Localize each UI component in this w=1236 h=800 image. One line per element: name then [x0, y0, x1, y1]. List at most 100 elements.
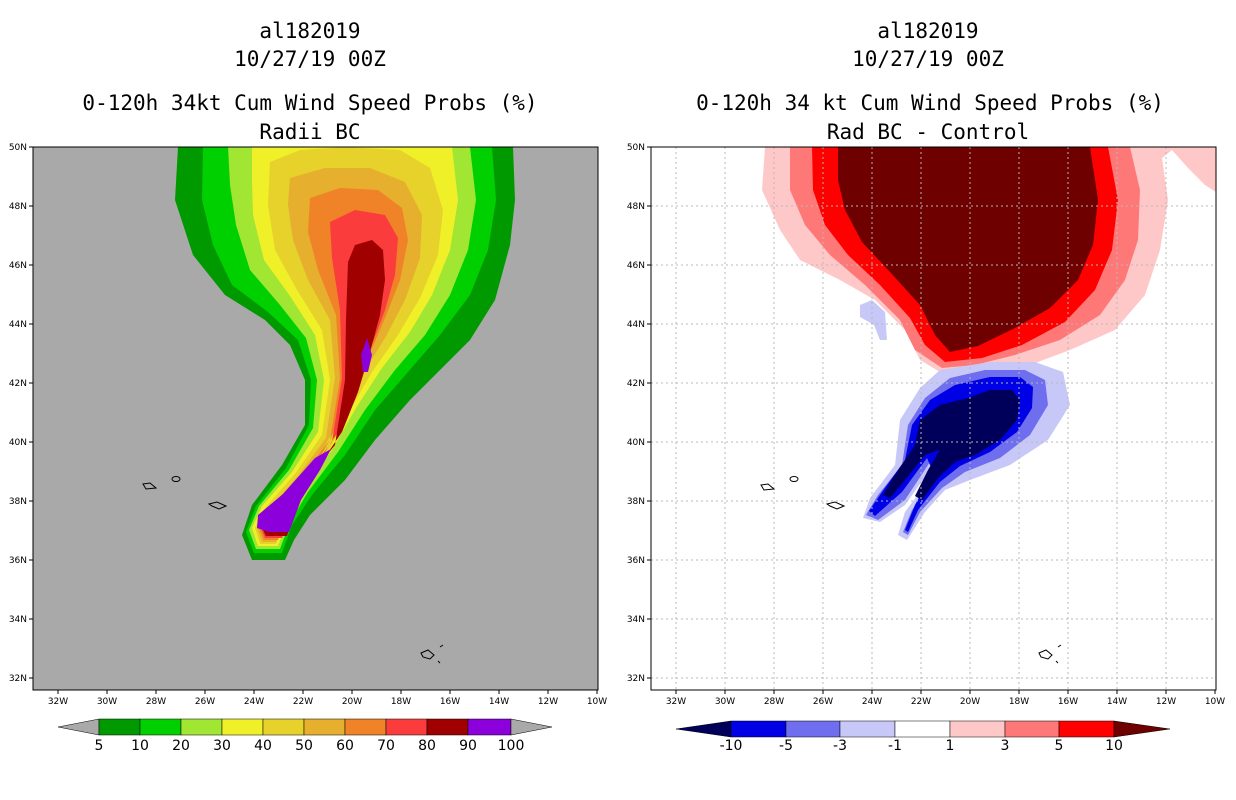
left-datetime: 10/27/19 00Z: [234, 47, 386, 71]
cb-label: 10: [131, 738, 149, 754]
cb-swatch: [894, 720, 951, 738]
right-gridlines: [651, 147, 1216, 690]
lat-tick-label: 46N: [627, 261, 645, 271]
lat-tick-label: 44N: [9, 320, 27, 330]
lat-tick-label: 32N: [627, 674, 645, 684]
cb-swatch: [467, 718, 512, 736]
left-map-title: 0-120h 34kt Cum Wind Speed Probs (%): [82, 91, 538, 115]
lat-tick-label: 50N: [9, 143, 27, 153]
diff-contour-pos-10: [838, 147, 1098, 352]
lat-tick-label: 36N: [9, 556, 27, 566]
cb-under-arrow: [57, 718, 100, 736]
lat-tick-label: 46N: [9, 261, 27, 271]
cb-swatch: [385, 718, 428, 736]
lat-tick-label: 34N: [9, 615, 27, 625]
right-difference-map: [650, 146, 1217, 691]
cb-swatch: [98, 718, 141, 736]
left-map-subtitle: Radii BC: [259, 120, 361, 144]
cb-swatch: [180, 718, 223, 736]
lon-tick-label: 30W: [715, 697, 735, 707]
diff-contour-neg-1-light: [860, 300, 887, 340]
lat-tick-label: 44N: [627, 320, 645, 330]
lon-tick-label: 28W: [764, 697, 784, 707]
cb-label: 5: [95, 738, 104, 754]
cb-swatch: [426, 718, 469, 736]
lat-tick-label: 48N: [627, 202, 645, 212]
cb-swatch: [785, 720, 841, 738]
cb-swatch: [221, 718, 264, 736]
right-datetime: 10/27/19 00Z: [852, 47, 1004, 71]
lat-tick-label: 40N: [9, 438, 27, 448]
lat-tick-label: 32N: [9, 674, 27, 684]
lon-tick-label: 24W: [862, 697, 882, 707]
right-colorbar: -10 -5 -3 -1 1 3 5 10: [675, 720, 1171, 754]
lon-tick-label: 10W: [1205, 697, 1225, 707]
left-coastlines: [142, 476, 444, 664]
right-storm-id: al182019: [877, 19, 979, 43]
lon-tick-label: 26W: [195, 697, 215, 707]
lon-tick-label: 14W: [1107, 697, 1127, 707]
cb-label: 40: [254, 738, 272, 754]
lon-tick-label: 28W: [146, 697, 166, 707]
lat-tick-label: 38N: [627, 497, 645, 507]
lon-tick-label: 16W: [440, 697, 460, 707]
cb-swatch: [262, 718, 305, 736]
cb-label: 80: [418, 738, 436, 754]
cb-over-arrow: [510, 718, 553, 736]
cb-label: -3: [833, 738, 847, 754]
lon-tick-label: 14W: [489, 697, 509, 707]
cb-label: 30: [213, 738, 231, 754]
cb-swatch: [949, 720, 1006, 738]
right-coastlines: [760, 476, 1062, 664]
left-lat-axis: 50N 48N 46N 44N 42N 40N 38N 36N 34N 32N: [9, 143, 33, 684]
lat-tick-label: 50N: [627, 143, 645, 153]
lon-tick-label: 22W: [293, 697, 313, 707]
lon-tick-label: 20W: [960, 697, 980, 707]
lat-tick-label: 42N: [9, 379, 27, 389]
cb-label: 20: [172, 738, 190, 754]
lon-tick-label: 16W: [1058, 697, 1078, 707]
cb-label: -5: [779, 738, 793, 754]
lat-tick-label: 48N: [9, 202, 27, 212]
cb-swatch: [730, 720, 787, 738]
cb-swatch: [303, 718, 346, 736]
lat-tick-label: 42N: [627, 379, 645, 389]
lon-tick-label: 32W: [48, 697, 68, 707]
cb-label: 3: [1001, 738, 1010, 754]
cb-label: 70: [377, 738, 395, 754]
lon-tick-label: 22W: [911, 697, 931, 707]
cb-over-arrow: [1113, 720, 1171, 738]
left-storm-id: al182019: [259, 19, 361, 43]
lon-tick-label: 12W: [1156, 697, 1176, 707]
prob-contour-90: [257, 449, 331, 532]
lon-tick-label: 20W: [342, 697, 362, 707]
left-probability-map: [32, 146, 599, 691]
cb-swatch: [344, 718, 387, 736]
left-lon-axis: 32W 30W 28W 26W 24W 22W 20W 18W 16W 14W …: [48, 690, 607, 707]
cb-label: 50: [295, 738, 313, 754]
left-colorbar: 5 10 20 30 40 50 60 70 80 90 100: [57, 718, 553, 754]
cb-under-arrow: [675, 720, 732, 738]
lon-tick-label: 32W: [666, 697, 686, 707]
lon-tick-label: 18W: [391, 697, 411, 707]
lat-tick-label: 36N: [627, 556, 645, 566]
prob-contour-80: [262, 240, 385, 536]
right-map-title: 0-120h 34 kt Cum Wind Speed Probs (%): [696, 91, 1164, 115]
cb-swatch: [1004, 720, 1060, 738]
cb-label: -10: [720, 738, 743, 754]
lon-tick-label: 26W: [813, 697, 833, 707]
cb-label: 10: [1105, 738, 1123, 754]
cb-swatch: [839, 720, 896, 738]
cb-label: 60: [336, 738, 354, 754]
lat-tick-label: 38N: [9, 497, 27, 507]
lon-tick-label: 12W: [538, 697, 558, 707]
lat-tick-label: 40N: [627, 438, 645, 448]
right-map-subtitle: Rad BC - Control: [826, 120, 1030, 144]
cb-swatch: [1058, 720, 1115, 738]
lat-tick-label: 34N: [627, 615, 645, 625]
right-lon-axis: 32W 30W 28W 26W 24W 22W 20W 18W 16W 14W …: [666, 690, 1225, 707]
cb-label: 90: [459, 738, 477, 754]
cb-label: 1: [946, 738, 955, 754]
cb-label: -1: [888, 738, 902, 754]
cb-swatch: [139, 718, 182, 736]
